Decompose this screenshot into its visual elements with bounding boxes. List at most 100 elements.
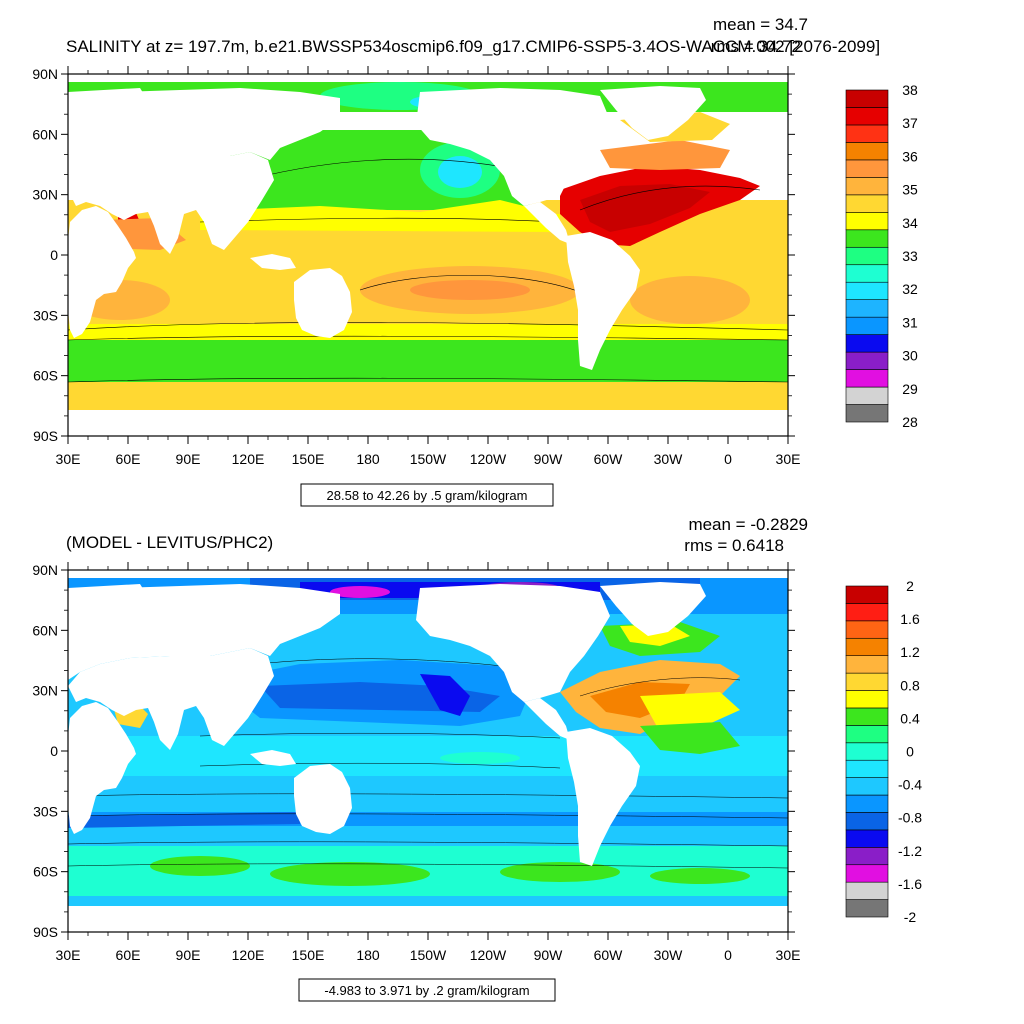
lon-tick-label: 30E <box>776 451 801 467</box>
colorbar-swatch <box>845 637 889 656</box>
colorbar-swatch <box>845 159 889 178</box>
longitude-axis: 30E 60E 90E 120E 150E 180 150W 120W 90W 60W 30W 0 30… <box>56 66 801 467</box>
lat-tick-label: 0 <box>50 743 58 759</box>
lon-tick-label: 0 <box>724 451 732 467</box>
colorbar-swatch <box>845 707 889 726</box>
colorbar-swatch <box>845 334 889 353</box>
lat-tick-label: 60S <box>33 368 58 384</box>
lon-tick-label: 60W <box>594 451 624 467</box>
rms-stat: rms = 0.6418 <box>684 536 784 555</box>
lon-tick-label: 150W <box>410 947 447 963</box>
colorbar-label: 28 <box>902 414 918 430</box>
lon-tick-label: 90E <box>176 451 201 467</box>
difference-colorbar: 2 1.6 1.2 0.8 0.4 0 -0.4 -0.8 -1.2 -1.6 -2 <box>845 578 922 925</box>
lon-tick-label: 30E <box>776 947 801 963</box>
latitude-axis: 90N 60N 30N 0 30S 60S 90S <box>32 562 795 940</box>
colorbar-label: 36 <box>902 148 918 164</box>
colorbar-label: -1.6 <box>898 876 922 892</box>
colorbar-swatch <box>845 777 889 796</box>
lon-tick-label: 120W <box>470 451 507 467</box>
colorbar-swatch <box>845 246 889 266</box>
salinity-colorbar: 38 37 36 35 34 33 32 31 30 29 28 <box>845 82 918 430</box>
colorbar-swatch <box>845 194 889 213</box>
colorbar-swatch <box>845 847 889 866</box>
colorbar-label: 32 <box>902 281 918 297</box>
colorbar-swatch <box>845 229 889 248</box>
colorbar-swatch <box>845 585 889 604</box>
mean-stat: mean = 34.7 <box>713 15 808 34</box>
longitude-axis: 30E 60E 90E 120E 150E 180 150W 120W 90W 60W 30W 0 30… <box>56 562 801 963</box>
colorbar-swatch <box>845 759 889 778</box>
lon-tick-label: 90W <box>534 451 564 467</box>
colorbar-label: -0.4 <box>898 777 922 793</box>
colorbar-swatch <box>845 742 889 761</box>
colorbar-swatch <box>845 351 889 370</box>
range-note: -4.983 to 3.971 by .2 gram/kilogram <box>324 983 529 998</box>
colorbar-label: 35 <box>902 182 918 198</box>
lon-tick-label: 180 <box>356 947 380 963</box>
lon-tick-label: 30W <box>654 451 684 467</box>
mean-stat: mean = -0.2829 <box>688 515 808 534</box>
colorbar-label: 0 <box>906 744 914 760</box>
lon-tick-label: 30W <box>654 947 684 963</box>
colorbar-label: 29 <box>902 381 918 397</box>
lon-tick-label: 150E <box>292 947 325 963</box>
colorbar-swatch <box>845 829 889 848</box>
colorbar-label: 2 <box>906 578 914 594</box>
lon-tick-label: 0 <box>724 947 732 963</box>
colorbar-swatch <box>845 794 889 813</box>
colorbar-swatch <box>845 725 889 744</box>
lat-tick-label: 30S <box>33 307 58 323</box>
colorbar-swatch <box>845 690 889 709</box>
range-note-box: -4.983 to 3.971 by .2 gram/kilogram <box>298 978 556 1002</box>
lat-tick-label: 60N <box>32 126 58 142</box>
lon-tick-label: 150W <box>410 451 447 467</box>
lon-tick-label: 90E <box>176 947 201 963</box>
colorbar-swatch <box>845 655 889 674</box>
salinity-map: 90N 60N 30N 0 30S 60S 90S 30E 60E 90E 120E 150E 180… <box>32 66 800 467</box>
lon-tick-label: 30E <box>56 451 81 467</box>
lat-tick-label: 30S <box>33 803 58 819</box>
lat-tick-label: 60S <box>33 864 58 880</box>
colorbar-label: -2 <box>904 909 917 925</box>
colorbar-label: 37 <box>902 115 918 131</box>
lat-tick-label: 90S <box>33 428 58 444</box>
lon-tick-label: 60W <box>594 947 624 963</box>
colorbar-swatch <box>845 404 889 423</box>
colorbar-swatch <box>845 142 889 161</box>
colorbar-swatch <box>845 107 889 126</box>
range-note: 28.58 to 42.26 by .5 gram/kilogram <box>327 488 528 503</box>
panel-title: (MODEL - LEVITUS/PHC2) <box>66 533 273 552</box>
rms-stat: rms = 34.72 <box>711 37 801 56</box>
difference-panel: (MODEL - LEVITUS/PHC2) mean = -0.2829 rm… <box>32 515 922 1002</box>
lon-tick-label: 60E <box>116 947 141 963</box>
colorbar-swatch <box>845 386 889 405</box>
colorbar-label: 34 <box>902 215 918 231</box>
lat-tick-label: 30N <box>32 187 58 203</box>
colorbar-swatch <box>845 177 889 196</box>
difference-map: 90N 60N 30N 0 30S 60S 90S 30E 60E 90E 120E 150E 180… <box>32 562 800 963</box>
colorbar-label: 0.8 <box>900 677 920 693</box>
lon-tick-label: 30E <box>56 947 81 963</box>
colorbar-swatch <box>845 672 889 691</box>
colorbar-swatch <box>845 620 889 639</box>
lon-tick-label: 120E <box>232 451 265 467</box>
panel-title: SALINITY at z= 197.7m, b.e21.BWSSP534osc… <box>66 37 880 56</box>
lat-tick-label: 30N <box>32 683 58 699</box>
colorbar-label: 0.4 <box>900 710 920 726</box>
latitude-axis: 90N 60N 30N 0 30S 60S 90S <box>32 66 795 444</box>
colorbar-label: 38 <box>902 82 918 98</box>
colorbar-label: 33 <box>902 248 918 264</box>
colorbar-swatch <box>845 369 889 388</box>
colorbar-swatch <box>845 812 889 831</box>
colorbar-swatch <box>845 124 889 143</box>
lon-tick-label: 90W <box>534 947 564 963</box>
lon-tick-label: 60E <box>116 451 141 467</box>
lon-tick-label: 120E <box>232 947 265 963</box>
colorbar-label: 1.6 <box>900 611 920 627</box>
colorbar-swatch <box>845 299 889 318</box>
lon-tick-label: 150E <box>292 451 325 467</box>
colorbar-swatch <box>845 316 889 335</box>
lon-tick-label: 120W <box>470 947 507 963</box>
